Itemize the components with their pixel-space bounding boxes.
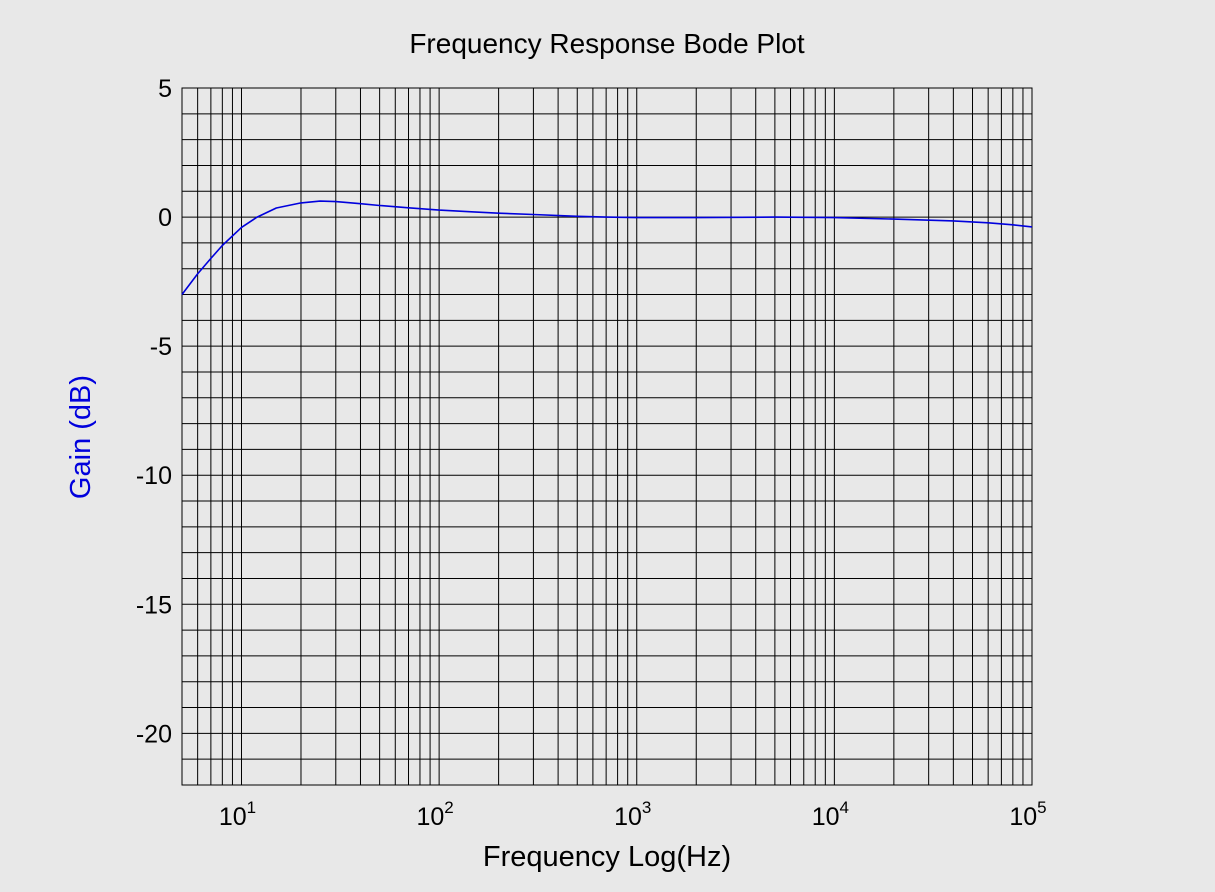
plot-frame — [181, 87, 1033, 786]
x-tick-label: 105 — [1009, 798, 1046, 831]
x-tick-label: 104 — [812, 798, 849, 831]
y-tick-label: -20 — [136, 720, 172, 748]
y-tick-label: -5 — [150, 333, 172, 361]
gain-series-line — [181, 200, 1033, 295]
y-tick-label: 0 — [158, 204, 172, 232]
x-axis-label: Frequency Log(Hz) — [483, 841, 731, 873]
x-tick-label: 103 — [614, 798, 651, 831]
series-group — [181, 200, 1033, 295]
x-tick-labels: 101 102 103 104 105 — [219, 798, 1047, 831]
chart-title: Frequency Response Bode Plot — [409, 28, 805, 59]
y-tick-label: 5 — [158, 75, 172, 103]
x-tick-label: 102 — [416, 798, 453, 831]
grid-lines — [181, 87, 1033, 786]
y-tick-label: -15 — [136, 591, 172, 619]
x-tick-label: 101 — [219, 798, 256, 831]
y-axis-label: Gain (dB) — [65, 375, 97, 499]
y-tick-labels: 5 0 -5 -10 -15 -20 — [136, 75, 172, 748]
y-tick-label: -10 — [136, 462, 172, 490]
